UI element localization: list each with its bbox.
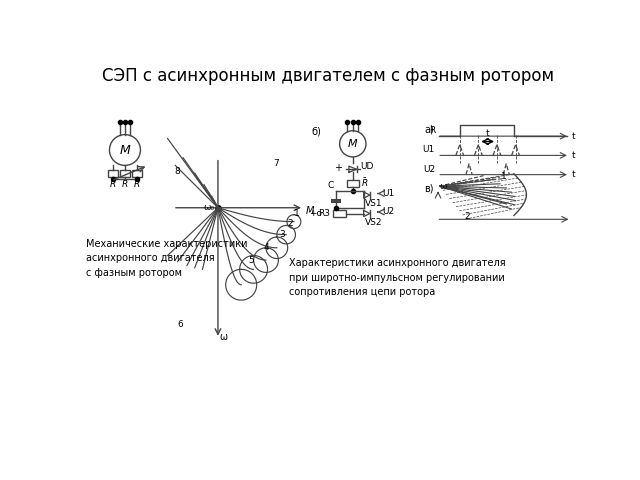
Text: 5: 5 [248,256,254,264]
Text: 6: 6 [178,320,184,329]
Text: M: M [348,139,358,149]
Text: СЭП с асинхронным двигателем с фазным ротором: СЭП с асинхронным двигателем с фазным ро… [102,67,554,85]
Text: R: R [429,126,435,135]
Bar [333,210,346,217]
Text: -: - [362,172,365,182]
Text: ω: ω [440,182,447,191]
Text: 1: 1 [294,209,300,217]
Text: 2: 2 [287,219,293,228]
Text: +: + [334,163,342,173]
Text: VS1: VS1 [365,199,383,208]
Bar [347,180,359,187]
Text: 4: 4 [264,243,269,252]
Text: ω₀: ω₀ [204,203,215,212]
Text: U2: U2 [423,165,435,174]
Text: 2: 2 [465,212,470,221]
Bar [132,170,142,177]
Text: R3: R3 [318,209,330,218]
Text: M: M [120,144,131,156]
Text: 1: 1 [501,172,507,181]
Text: R: R [134,180,140,189]
Bar [120,170,130,177]
Text: а): а) [424,125,434,134]
Text: C: C [328,180,334,190]
Text: ω: ω [220,332,228,342]
Text: UD: UD [360,162,374,171]
Text: t: t [572,170,575,179]
Text: VS2: VS2 [365,218,383,227]
Text: M: M [305,206,314,216]
Text: R: R [122,180,128,189]
Text: Характеристики асинхронного двигателя
при широтно-импульсном регулировании
сопро: Характеристики асинхронного двигателя пр… [289,258,506,298]
Text: t: t [572,151,575,160]
Text: R: R [109,180,116,189]
Bar [108,170,118,177]
Text: в): в) [424,183,434,193]
Text: U1: U1 [382,189,394,198]
Text: R: R [362,179,367,188]
Text: б): б) [311,127,321,137]
Text: +o: +o [310,209,323,218]
Text: t: t [572,132,575,141]
Text: t: t [486,130,490,138]
Text: U1: U1 [422,145,435,155]
Text: U2: U2 [382,207,394,216]
Text: 7: 7 [273,159,279,168]
Text: Механические характеристики
асинхронного двигателя
с фазным ротором: Механические характеристики асинхронного… [86,239,248,278]
Text: 8: 8 [175,167,180,176]
Text: 3: 3 [280,230,285,239]
